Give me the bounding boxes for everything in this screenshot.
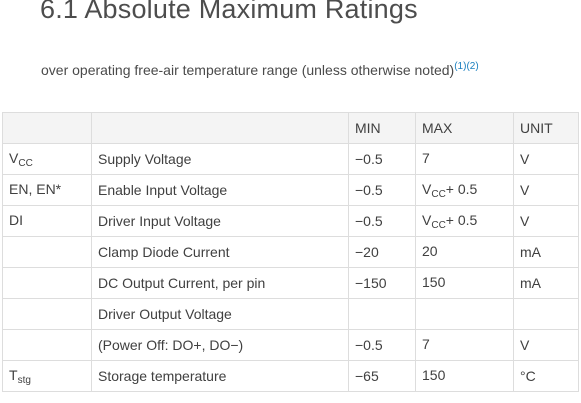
cell-max: 150 (415, 267, 514, 299)
cell-min: −65 (348, 360, 416, 392)
cell-max (415, 298, 514, 330)
cell-parameter: Supply Voltage (91, 143, 349, 175)
cell-parameter: Driver Output Voltage (91, 298, 349, 330)
footnote-link-1[interactable]: (1) (454, 61, 467, 72)
footnote-link-2[interactable]: (2) (466, 61, 479, 72)
cell-max: 7 (415, 329, 514, 361)
cell-max: 150 (415, 360, 514, 392)
table-row: Driver Output Voltage (2, 298, 579, 330)
cell-unit: V (513, 174, 579, 206)
header-symbol (2, 112, 92, 144)
table-row: DI Driver Input Voltage −0.5 VCC+ 0.5 V (2, 205, 579, 237)
cell-symbol: VCC (2, 143, 92, 175)
table-row: VCC Supply Voltage −0.5 7 V (2, 143, 579, 175)
cell-min: −20 (348, 236, 416, 268)
cell-parameter: Enable Input Voltage (91, 174, 349, 206)
max-text: 20 (422, 242, 438, 259)
table-row: (Power Off: DO+, DO−) −0.5 7 V (2, 329, 579, 361)
cell-min: −0.5 (348, 174, 416, 206)
cell-symbol (2, 329, 92, 361)
cell-unit: V (513, 329, 579, 361)
cell-unit: mA (513, 267, 579, 299)
subtitle-text: over operating free-air temperature rang… (41, 62, 455, 78)
symbol-subscript: CC (18, 157, 33, 169)
table-subtitle: over operating free-air temperature rang… (41, 61, 479, 78)
cell-symbol (2, 298, 92, 330)
max-suffix: + 0.5 (445, 180, 478, 197)
symbol-text: EN, EN* (9, 180, 62, 197)
cell-parameter: Storage temperature (91, 360, 349, 392)
table-row: Tstg Storage temperature −65 150 °C (2, 360, 579, 392)
cell-unit: °C (513, 360, 579, 392)
cell-max: 7 (415, 143, 514, 175)
symbol-subscript: stg (17, 374, 31, 386)
cell-min (348, 298, 416, 330)
cell-max: VCC+ 0.5 (415, 174, 514, 206)
section-title: 6.1 Absolute Maximum Ratings (40, 0, 418, 24)
cell-unit: mA (513, 236, 579, 268)
cell-parameter: (Power Off: DO+, DO−) (91, 329, 349, 361)
max-subscript: CC (431, 219, 446, 231)
table-row: EN, EN* Enable Input Voltage −0.5 VCC+ 0.5 V (2, 174, 579, 206)
max-text: V (422, 180, 432, 197)
cell-min: −150 (348, 267, 416, 299)
cell-symbol (2, 236, 92, 268)
symbol-text: V (9, 149, 19, 166)
ratings-table: MIN MAX UNIT VCC Supply Voltage −0.5 7 V EN, … (2, 112, 579, 392)
max-text: 150 (422, 273, 446, 290)
symbol-text: DI (9, 211, 23, 228)
cell-symbol: Tstg (2, 360, 92, 392)
cell-min: −0.5 (348, 205, 416, 237)
table-header-row: MIN MAX UNIT (2, 112, 579, 144)
header-unit: UNIT (513, 112, 579, 144)
max-text: 150 (422, 366, 446, 383)
cell-max: VCC+ 0.5 (415, 205, 514, 237)
max-text: V (422, 211, 432, 228)
cell-min: −0.5 (348, 143, 416, 175)
cell-symbol: DI (2, 205, 92, 237)
max-subscript: CC (431, 188, 446, 200)
cell-parameter: DC Output Current, per pin (91, 267, 349, 299)
cell-parameter: Driver Input Voltage (91, 205, 349, 237)
table-row: DC Output Current, per pin −150 150 mA (2, 267, 579, 299)
cell-unit: V (513, 143, 579, 175)
header-max: MAX (415, 112, 514, 144)
cell-parameter: Clamp Diode Current (91, 236, 349, 268)
max-text: 7 (422, 335, 430, 352)
max-suffix: + 0.5 (445, 211, 478, 228)
table-row: Clamp Diode Current −20 20 mA (2, 236, 579, 268)
cell-unit: V (513, 205, 579, 237)
cell-symbol (2, 267, 92, 299)
cell-max: 20 (415, 236, 514, 268)
symbol-text: T (9, 366, 18, 383)
max-text: 7 (422, 149, 430, 166)
cell-min: −0.5 (348, 329, 416, 361)
header-min: MIN (348, 112, 416, 144)
cell-unit (513, 298, 579, 330)
cell-symbol: EN, EN* (2, 174, 92, 206)
header-parameter (91, 112, 349, 144)
